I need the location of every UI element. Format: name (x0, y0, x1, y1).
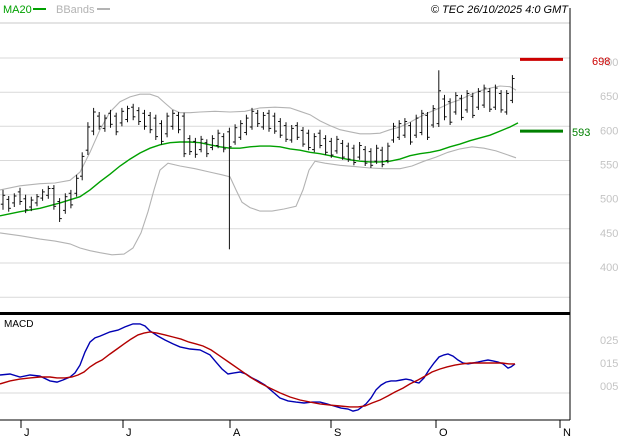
price-tick-label: 500 (600, 194, 618, 206)
legend: MA20 BBands © TEC 26/10/2025 4:0 GMT (0, 4, 570, 24)
ma20-path (0, 122, 519, 217)
macd-tick-label: 025 (600, 335, 618, 347)
support-price-label: 593 (572, 127, 590, 139)
month-label: N (563, 427, 571, 439)
level-labels: 698 593 (572, 56, 610, 139)
month-label: S (334, 427, 341, 439)
price-axis-labels: 700 650 600 550 500 450 400 (600, 57, 618, 274)
bb-lower-line (0, 146, 517, 256)
month-label: O (439, 427, 448, 439)
month-label: J (126, 427, 132, 439)
legend-ma20-label: MA20 (3, 4, 32, 16)
gridlines (0, 57, 570, 298)
price-tick-label: 700 (600, 57, 618, 69)
price-levels (520, 57, 563, 133)
macd-line-path (0, 323, 516, 412)
macd-signal-path (0, 331, 515, 408)
panel-frame (0, 8, 571, 421)
legend-bbands-label: BBands (56, 4, 95, 16)
price-tick-label: 550 (600, 160, 618, 172)
macd-tick-label: 015 (600, 358, 618, 370)
ohlc-bars (0, 70, 515, 250)
macd-panel: 025 015 005 (0, 323, 618, 412)
price-tick-label: 650 (600, 91, 618, 103)
macd-label: MACD (4, 319, 33, 330)
price-tick-label: 600 (600, 125, 618, 137)
month-label: J (24, 427, 30, 439)
macd-tick-label: 005 (600, 381, 618, 393)
ma20-line (0, 122, 519, 217)
price-tick-label: 400 (600, 262, 618, 274)
macd-top-border (0, 312, 570, 315)
month-label: A (233, 427, 241, 439)
bollinger-bands (0, 85, 517, 256)
resistance-price-label: 698 (592, 56, 610, 68)
price-tick-label: 450 (600, 228, 618, 240)
copyright-text: © TEC 26/10/2025 4:0 GMT (431, 4, 569, 16)
bb-upper-line (0, 85, 517, 191)
